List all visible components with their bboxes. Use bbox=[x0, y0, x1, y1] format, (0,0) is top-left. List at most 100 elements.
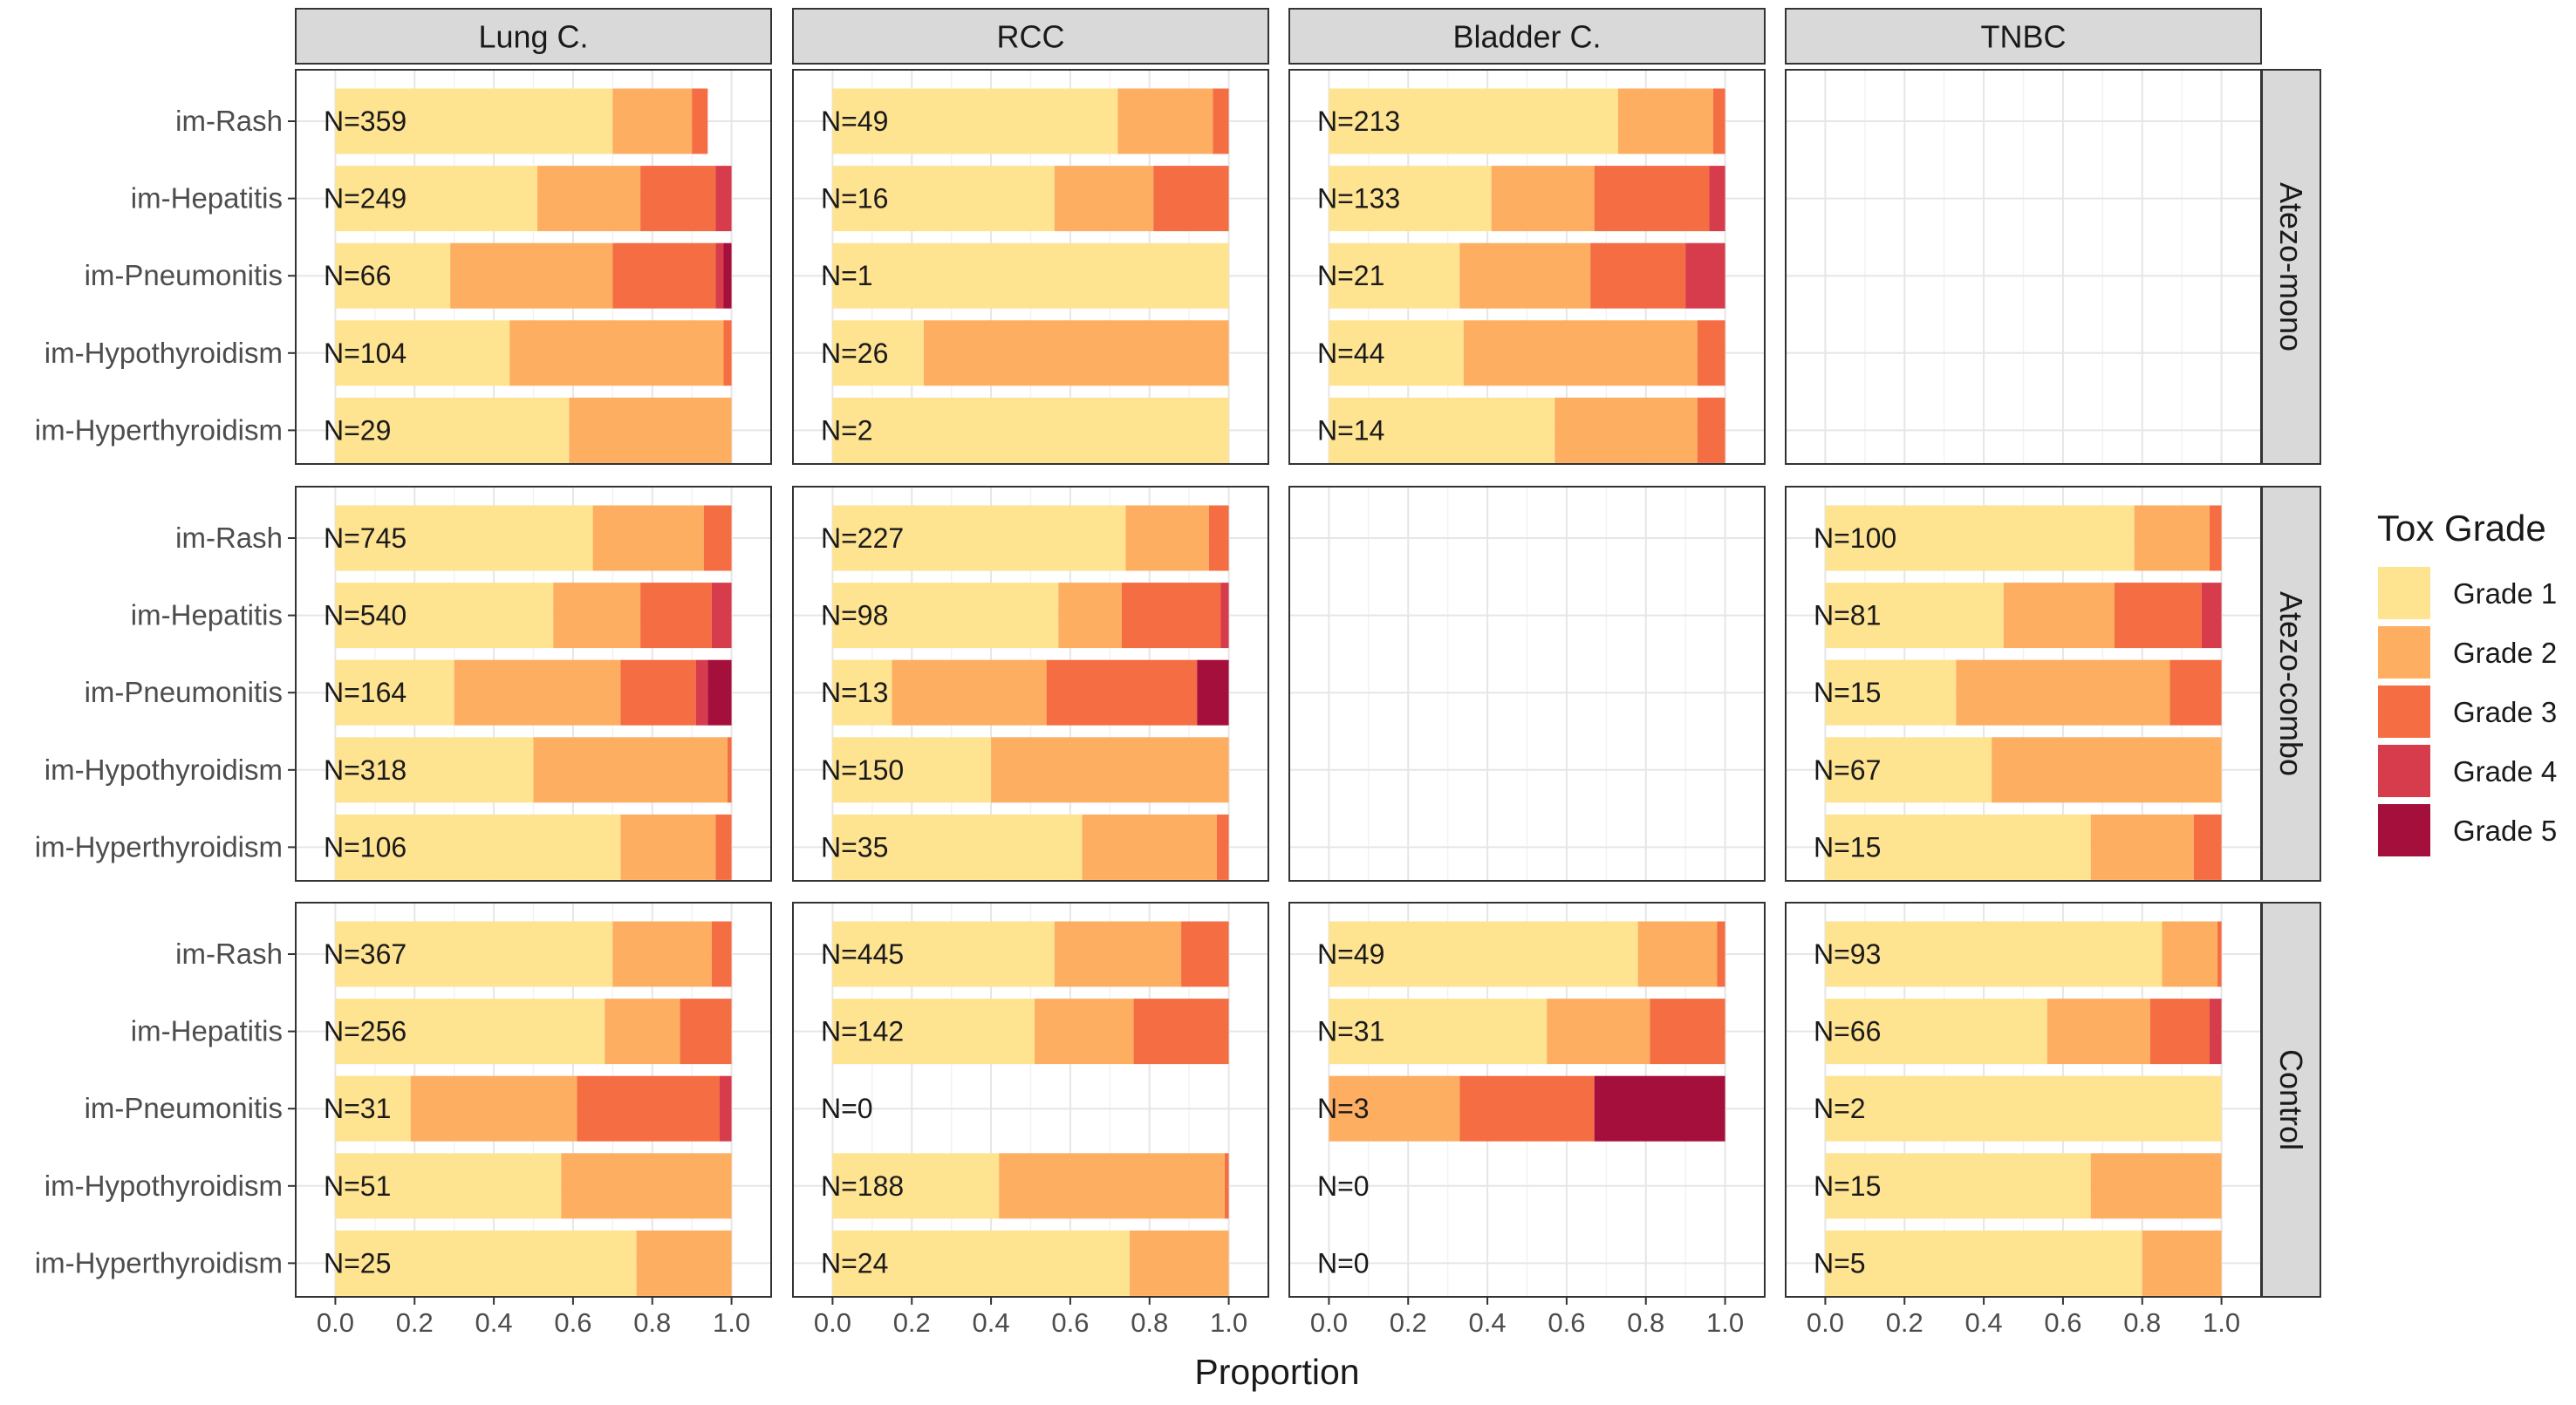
bar-segment-im-hypothyroidism-grade-3 bbox=[728, 737, 732, 803]
y-tick-label-im-hypothyroidism: im-Hypothyroidism bbox=[44, 754, 283, 786]
facet-strip-lung-c bbox=[295, 8, 772, 65]
n-label-im-rash: N=359 bbox=[324, 106, 407, 137]
legend-swatch-grade-5 bbox=[2378, 804, 2430, 856]
bar-segment-im-pneumonitis-grade-2 bbox=[1459, 242, 1591, 309]
bar-segment-im-hypothyroidism-grade-2 bbox=[509, 320, 724, 386]
bar-segment-im-hepatitis-grade-4 bbox=[2201, 583, 2222, 649]
bar-segment-im-hypothyroidism-grade-1 bbox=[832, 320, 924, 386]
x-axis-title: Proportion bbox=[1194, 1352, 1359, 1392]
bar-segment-im-hepatitis-grade-4 bbox=[1220, 583, 1229, 649]
bar-segment-im-hypothyroidism-grade-1 bbox=[1825, 737, 1992, 803]
bar-segment-im-hepatitis-grade-1 bbox=[832, 166, 1055, 232]
bar-segment-im-pneumonitis-grade-1 bbox=[832, 659, 892, 726]
x-tick-label: 1.0 bbox=[2203, 1307, 2240, 1338]
legend-title: Tox Grade bbox=[2377, 508, 2546, 549]
bar-segment-im-pneumonitis-grade-3 bbox=[620, 659, 696, 726]
bar-segment-im-rash-grade-3 bbox=[1208, 505, 1229, 571]
bar-segment-im-hypothyroidism-grade-3 bbox=[723, 320, 732, 386]
n-label-im-pneumonitis: N=13 bbox=[821, 677, 888, 708]
bar-segment-im-pneumonitis-grade-2 bbox=[1329, 1075, 1460, 1142]
n-label-im-hyperthyroidism: N=25 bbox=[324, 1247, 391, 1279]
y-tick-label-im-hepatitis: im-Hepatitis bbox=[131, 182, 283, 215]
n-label-im-hyperthyroidism: N=0 bbox=[1317, 1247, 1370, 1279]
bar-segment-im-rash-grade-1 bbox=[335, 505, 593, 571]
bar-segment-im-hepatitis-grade-1 bbox=[1825, 583, 2004, 649]
bar-segment-im-rash-grade-3 bbox=[1213, 88, 1229, 154]
bar-segment-im-pneumonitis-grade-3 bbox=[577, 1075, 720, 1142]
n-label-im-pneumonitis: N=31 bbox=[324, 1093, 391, 1124]
bar-segment-im-pneumonitis-grade-3 bbox=[2169, 659, 2222, 726]
bar-segment-im-pneumonitis-grade-2 bbox=[1956, 659, 2170, 726]
bar-segment-im-hyperthyroidism-grade-1 bbox=[335, 814, 621, 880]
bar-segment-im-hypothyroidism-grade-2 bbox=[991, 737, 1229, 803]
x-tick-label: 0.4 bbox=[1965, 1307, 2003, 1338]
bar-segment-im-hypothyroidism-grade-3 bbox=[1697, 320, 1725, 386]
bar-segment-im-pneumonitis-grade-1 bbox=[335, 659, 454, 726]
legend-swatch-grade-3 bbox=[2378, 685, 2430, 738]
bar-segment-im-hyperthyroidism-grade-1 bbox=[1825, 1230, 2142, 1296]
legend-label-grade-2: Grade 2 bbox=[2453, 637, 2557, 669]
n-label-im-hyperthyroidism: N=106 bbox=[324, 831, 407, 863]
x-tick-label: 0.2 bbox=[893, 1307, 931, 1338]
bar-segment-im-rash-grade-2 bbox=[612, 921, 712, 987]
bar-segment-im-hypothyroidism-grade-1 bbox=[832, 737, 992, 803]
bar-segment-im-pneumonitis-grade-5 bbox=[1594, 1075, 1725, 1142]
bar-segment-im-hepatitis-grade-2 bbox=[2003, 583, 2115, 649]
bar-segment-im-pneumonitis-grade-3 bbox=[1046, 659, 1198, 726]
n-label-im-rash: N=49 bbox=[821, 106, 888, 137]
bar-segment-im-hyperthyroidism-grade-1 bbox=[335, 397, 570, 463]
x-tick-label: 0.6 bbox=[1548, 1307, 1585, 1338]
facet-strip-bladder-c bbox=[1288, 8, 1766, 65]
n-label-im-rash: N=213 bbox=[1317, 106, 1400, 137]
bar-segment-im-rash-grade-2 bbox=[2134, 505, 2210, 571]
legend-swatch-grade-1 bbox=[2378, 567, 2430, 619]
n-label-im-hypothyroidism: N=104 bbox=[324, 338, 407, 369]
n-label-im-rash: N=367 bbox=[324, 938, 407, 970]
bar-segment-im-pneumonitis-grade-4 bbox=[715, 242, 724, 309]
y-tick-label-im-hepatitis: im-Hepatitis bbox=[131, 1015, 283, 1047]
n-label-im-hypothyroidism: N=188 bbox=[821, 1170, 904, 1202]
panel-border bbox=[792, 902, 1269, 1298]
x-tick-label: 0.2 bbox=[396, 1307, 434, 1338]
bar-segment-im-rash-grade-2 bbox=[1054, 921, 1182, 987]
bar-segment-im-hypothyroidism-grade-3 bbox=[1225, 1153, 1229, 1219]
n-label-im-hepatitis: N=133 bbox=[1317, 183, 1400, 215]
bar-segment-im-hepatitis-grade-1 bbox=[1329, 166, 1492, 232]
y-tick-label-im-hyperthyroidism: im-Hyperthyroidism bbox=[35, 830, 283, 863]
row-strip-control bbox=[2261, 902, 2321, 1298]
bar-segment-im-hyperthyroidism-grade-3 bbox=[1697, 397, 1725, 463]
bar-segment-im-rash-grade-3 bbox=[2217, 921, 2222, 987]
legend-label-grade-3: Grade 3 bbox=[2453, 696, 2557, 728]
bar-segment-im-hyperthyroidism-grade-1 bbox=[1329, 397, 1555, 463]
legend-label-grade-5: Grade 5 bbox=[2453, 815, 2557, 847]
bar-segment-im-hepatitis-grade-2 bbox=[1035, 999, 1134, 1065]
x-tick-label: 0.0 bbox=[1807, 1307, 1844, 1338]
bar-segment-im-hypothyroidism-grade-1 bbox=[335, 1153, 562, 1219]
facet-strip-tnbc bbox=[1785, 8, 2262, 65]
bar-segment-im-hyperthyroidism-grade-2 bbox=[2090, 814, 2194, 880]
x-tick-label: 1.0 bbox=[713, 1307, 750, 1338]
bar-segment-im-hepatitis-grade-1 bbox=[832, 583, 1059, 649]
n-label-im-hypothyroidism: N=318 bbox=[324, 754, 407, 786]
bar-segment-im-hyperthyroidism-grade-1 bbox=[832, 814, 1083, 880]
n-label-im-hepatitis: N=31 bbox=[1317, 1016, 1384, 1047]
row-strip-label-control: Control bbox=[2273, 1049, 2309, 1150]
bar-segment-im-hyperthyroidism-grade-1 bbox=[832, 397, 1229, 463]
n-label-im-hypothyroidism: N=0 bbox=[1317, 1170, 1370, 1202]
bar-segment-im-hypothyroidism-grade-1 bbox=[1825, 1153, 2091, 1219]
bar-segment-im-rash-grade-2 bbox=[592, 505, 704, 571]
bar-segment-im-hepatitis-grade-3 bbox=[2149, 999, 2210, 1065]
x-tick-label: 0.6 bbox=[1051, 1307, 1089, 1338]
panel-border bbox=[295, 486, 772, 882]
n-label-im-pneumonitis: N=2 bbox=[1814, 1093, 1866, 1124]
y-tick-label-im-hyperthyroidism: im-Hyperthyroidism bbox=[35, 1246, 283, 1279]
bar-segment-im-hepatitis-grade-3 bbox=[680, 999, 732, 1065]
x-tick-label: 0.4 bbox=[1469, 1307, 1507, 1338]
bar-segment-im-rash-grade-2 bbox=[1617, 88, 1713, 154]
bar-segment-im-rash-grade-1 bbox=[1825, 505, 2135, 571]
bar-segment-im-rash-grade-2 bbox=[1637, 921, 1718, 987]
n-label-im-pneumonitis: N=0 bbox=[821, 1093, 873, 1124]
y-tick-label-im-pneumonitis: im-Pneumonitis bbox=[85, 259, 283, 291]
bar-segment-im-rash-grade-3 bbox=[1181, 921, 1229, 987]
bar-segment-im-hepatitis-grade-1 bbox=[335, 166, 538, 232]
